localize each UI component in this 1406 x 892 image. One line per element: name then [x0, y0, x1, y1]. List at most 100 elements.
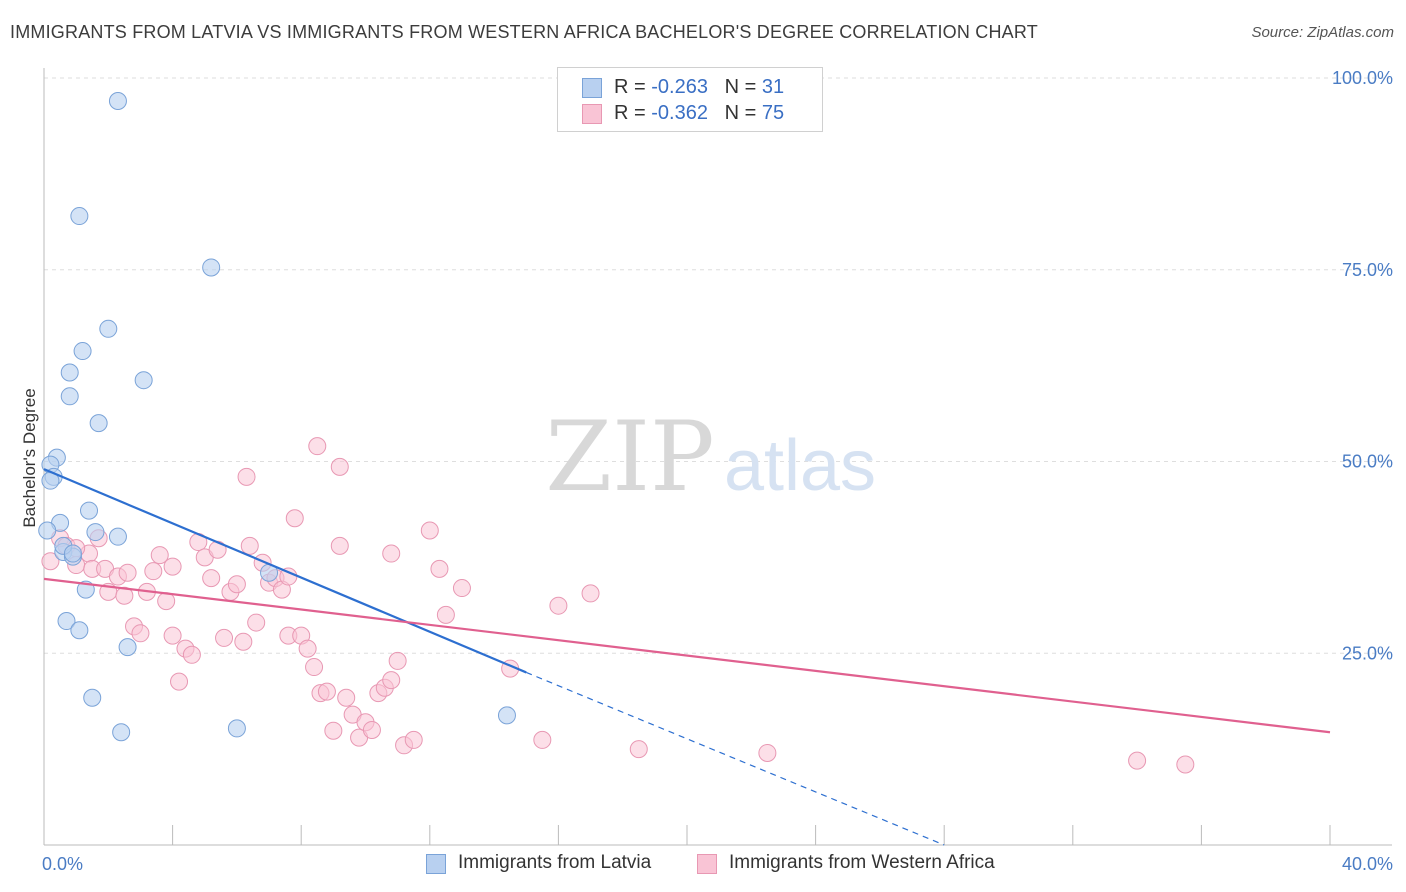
- source-label: Source: ZipAtlas.com: [1251, 24, 1394, 41]
- data-point-latvia: [108, 92, 127, 111]
- legend: R = -0.263 N = 31 R = -0.362 N = 75: [557, 67, 823, 132]
- watermark: ZIP atlas: [545, 401, 876, 513]
- legend-n-label: N =: [724, 76, 762, 98]
- watermark-atlas: atlas: [724, 426, 876, 506]
- data-point-latvia: [63, 544, 82, 563]
- data-point-western-africa: [227, 575, 246, 594]
- data-point-western-africa: [430, 559, 449, 578]
- legend-stats-western-africa: R = -0.362 N = 75: [614, 102, 784, 125]
- trend-line-latvia: [43, 468, 527, 674]
- legend-r-value: -0.362: [651, 102, 708, 124]
- data-point-western-africa: [202, 569, 221, 588]
- data-point-western-africa: [234, 632, 253, 651]
- data-point-western-africa: [1176, 755, 1195, 774]
- data-point-latvia: [118, 638, 137, 657]
- data-point-western-africa: [1128, 751, 1147, 770]
- data-point-latvia: [38, 521, 57, 540]
- data-point-western-africa: [131, 624, 150, 643]
- legend-r-value: -0.263: [651, 76, 708, 98]
- trend-line-western-africa: [43, 577, 1331, 734]
- series-latvia: [38, 92, 516, 742]
- data-point-western-africa: [330, 457, 349, 476]
- data-point-latvia: [80, 501, 99, 520]
- data-point-western-africa: [382, 544, 401, 563]
- x-tick-label: 40.0%: [1342, 854, 1393, 874]
- data-point-western-africa: [317, 682, 336, 701]
- data-point-western-africa: [362, 720, 381, 739]
- data-point-western-africa: [150, 546, 169, 565]
- data-point-western-africa: [115, 586, 134, 605]
- axes: [43, 68, 1392, 846]
- data-point-western-africa: [337, 688, 356, 707]
- data-point-western-africa: [629, 740, 648, 759]
- legend-stats-latvia: R = -0.263 N = 31: [614, 76, 784, 99]
- data-point-western-africa: [170, 672, 189, 691]
- legend-r-label: R =: [614, 76, 652, 98]
- data-point-western-africa: [285, 509, 304, 528]
- trend-lines: [43, 468, 1331, 846]
- legend-n-label: N =: [724, 102, 762, 124]
- legend-swatch-latvia: [582, 78, 602, 98]
- data-point-western-africa: [163, 557, 182, 576]
- data-point-latvia: [70, 621, 89, 640]
- bottom-legend-swatch-western-africa: [697, 854, 717, 874]
- y-tick-label: 25.0%: [1342, 643, 1393, 663]
- chart-title: IMMIGRANTS FROM LATVIA VS IMMIGRANTS FRO…: [10, 22, 1038, 42]
- data-point-latvia: [73, 342, 92, 361]
- y-tick-label: 100.0%: [1332, 68, 1393, 88]
- data-point-latvia: [70, 207, 89, 226]
- data-point-latvia: [60, 387, 79, 406]
- data-point-western-africa: [308, 437, 327, 456]
- data-point-western-africa: [163, 626, 182, 645]
- legend-r-label: R =: [614, 102, 652, 124]
- data-point-western-africa: [240, 536, 259, 555]
- tick-labels: 100.0% 75.0% 50.0% 25.0% 0.0% 40.0%: [42, 68, 1393, 874]
- data-point-latvia: [57, 612, 76, 631]
- watermark-zip: ZIP: [545, 401, 714, 513]
- data-point-western-africa: [324, 721, 343, 740]
- y-axis-label: Bachelor's Degree: [20, 388, 39, 527]
- gridlines: [44, 77, 1390, 654]
- data-point-western-africa: [404, 730, 423, 749]
- data-point-western-africa: [758, 743, 777, 762]
- legend-n-value: 31: [761, 76, 785, 98]
- data-point-western-africa: [305, 658, 324, 677]
- data-point-western-africa: [118, 563, 137, 582]
- data-point-latvia: [112, 723, 131, 742]
- data-point-latvia: [99, 319, 118, 338]
- legend-swatch-western-africa: [582, 104, 602, 124]
- data-point-latvia: [134, 371, 153, 390]
- data-point-western-africa: [237, 467, 256, 486]
- data-point-western-africa: [549, 596, 568, 615]
- data-point-western-africa: [298, 639, 317, 658]
- trend-line-latvia-extension: [526, 671, 945, 846]
- bottom-legend-swatch-latvia: [426, 854, 446, 874]
- data-point-western-africa: [533, 730, 552, 749]
- x-tick-label: 0.0%: [42, 854, 83, 874]
- data-point-western-africa: [581, 584, 600, 603]
- data-point-latvia: [227, 719, 246, 738]
- y-tick-label: 50.0%: [1342, 452, 1393, 472]
- data-point-latvia: [108, 527, 127, 546]
- data-point-western-africa: [144, 562, 163, 581]
- data-point-latvia: [83, 688, 102, 707]
- legend-n-value: 75: [761, 102, 785, 124]
- y-tick-label: 75.0%: [1342, 260, 1393, 280]
- data-point-western-africa: [41, 552, 60, 571]
- data-point-western-africa: [215, 628, 234, 647]
- data-point-western-africa: [382, 671, 401, 690]
- data-point-western-africa: [182, 645, 201, 664]
- data-point-latvia: [202, 258, 221, 277]
- data-point-latvia: [497, 706, 516, 725]
- data-point-western-africa: [388, 651, 407, 670]
- data-point-western-africa: [330, 536, 349, 555]
- data-point-latvia: [60, 363, 79, 382]
- data-point-latvia: [89, 414, 108, 433]
- bottom-legend-label-western-africa: Immigrants from Western Africa: [729, 852, 995, 873]
- data-point-western-africa: [420, 521, 439, 540]
- data-point-latvia: [86, 523, 105, 542]
- data-point-western-africa: [452, 579, 471, 598]
- data-point-western-africa: [436, 605, 455, 624]
- bottom-legend-label-latvia: Immigrants from Latvia: [458, 852, 652, 873]
